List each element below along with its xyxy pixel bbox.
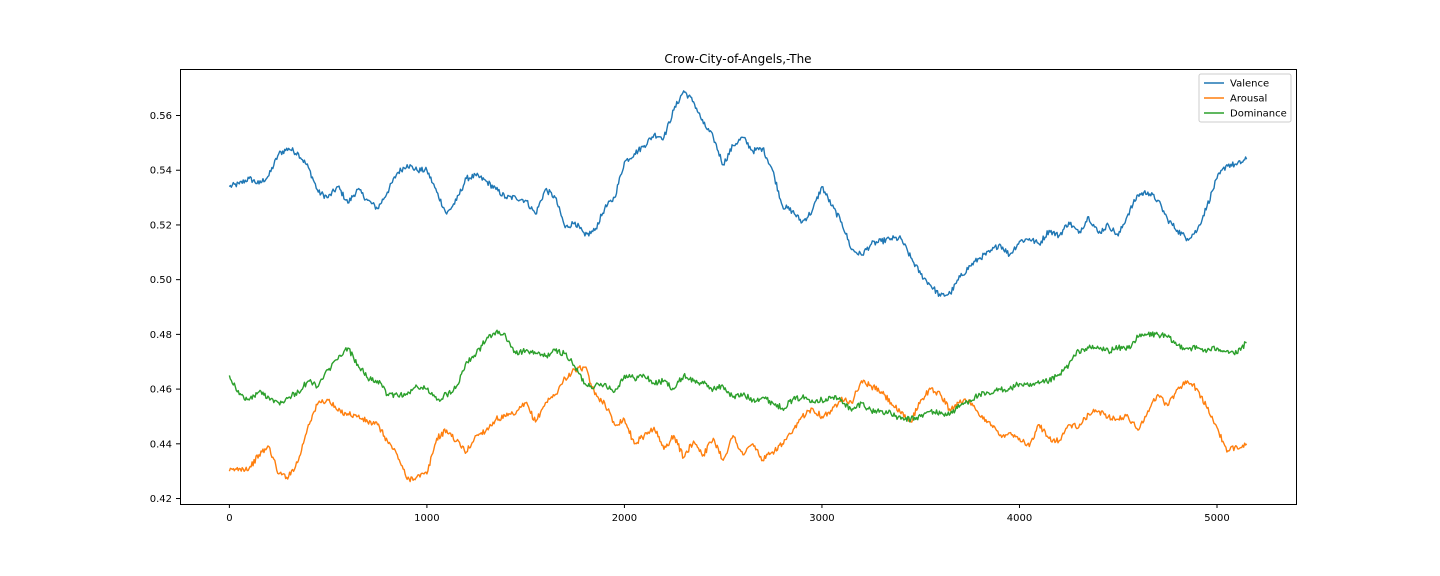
legend-label-valence: Valence <box>1230 79 1269 90</box>
y-tick-label: 0.56 <box>150 111 172 122</box>
x-tick-label: 3000 <box>809 513 834 524</box>
y-tick-label: 0.54 <box>150 166 172 177</box>
series-line-dominance <box>228 329 1247 423</box>
y-axis: 0.42 0.44 0.46 0.48 0.50 0.52 0.54 0.56 <box>150 111 180 505</box>
x-tick-label: 4000 <box>1007 513 1032 524</box>
y-tick-label: 0.48 <box>150 330 172 341</box>
y-tick-label: 0.52 <box>150 220 172 231</box>
legend: Valence Arousal Dominance <box>1198 73 1292 123</box>
x-tick-label: 2000 <box>612 513 637 524</box>
x-axis: 0 1000 2000 3000 4000 5000 <box>226 504 1230 524</box>
series-line-arousal <box>228 365 1248 483</box>
x-tick-label: 5000 <box>1204 513 1229 524</box>
legend-box <box>1198 73 1292 123</box>
series-layer <box>228 90 1248 483</box>
x-tick-label: 0 <box>226 513 232 524</box>
chart-title: Crow-City-of-Angels,-The <box>664 52 811 66</box>
legend-label-arousal: Arousal <box>1230 94 1267 105</box>
plot-frame <box>180 69 1297 505</box>
y-tick-label: 0.44 <box>150 439 172 450</box>
y-tick-label: 0.50 <box>150 275 172 286</box>
series-line-valence <box>228 90 1248 297</box>
x-tick-label: 1000 <box>414 513 439 524</box>
legend-label-dominance: Dominance <box>1230 109 1287 120</box>
y-tick-label: 0.42 <box>150 494 172 505</box>
y-tick-label: 0.46 <box>150 385 172 396</box>
